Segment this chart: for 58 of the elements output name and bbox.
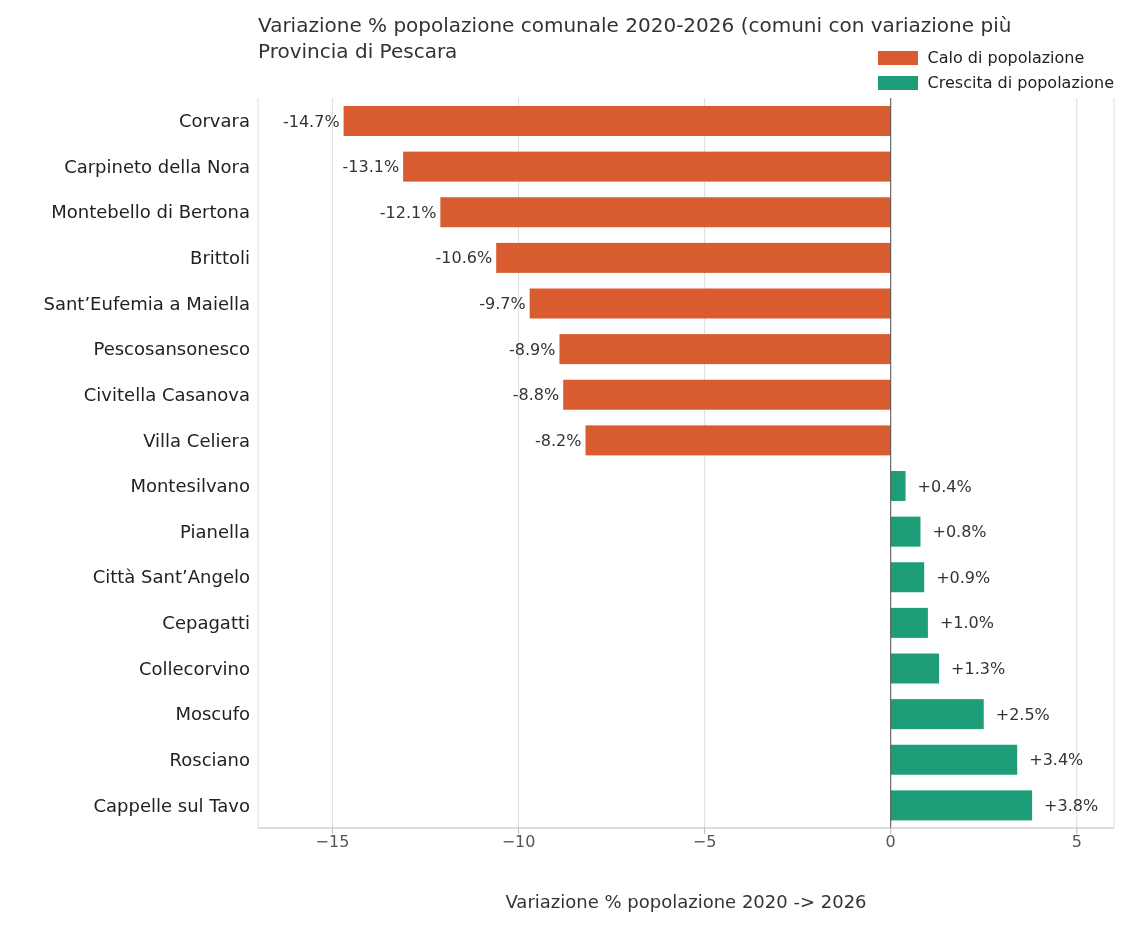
bar <box>563 379 891 410</box>
bar <box>890 562 925 593</box>
y-tick-label: Corvara <box>178 110 250 132</box>
data-label: -13.1% <box>342 157 400 177</box>
bar <box>890 744 1018 775</box>
data-label: +0.8% <box>932 522 987 542</box>
bar <box>440 197 891 228</box>
y-tick-label: Carpineto della Nora <box>64 155 250 177</box>
bar <box>529 288 891 319</box>
x-tick-label: −15 <box>315 832 350 852</box>
x-tick-label: −10 <box>501 832 536 852</box>
y-tick-label: Cepagatti <box>162 612 250 634</box>
bar <box>559 334 891 365</box>
y-tick-label: Brittoli <box>190 247 250 269</box>
data-label: +1.3% <box>951 659 1006 679</box>
y-tick-label: Moscufo <box>175 703 250 725</box>
bar <box>496 242 891 273</box>
chart-title: Variazione % popolazione comunale 2020-2026 (comuni con variazione più <box>258 12 1012 38</box>
y-tick-label: Sant’Eufemia a Maiella <box>43 292 250 314</box>
bar <box>890 790 1033 821</box>
x-axis-title: Variazione % popolazione 2020 -> 2026 <box>505 891 867 912</box>
y-tick-label: Collecorvino <box>138 657 250 679</box>
y-tick-label: Civitella Casanova <box>83 383 250 405</box>
y-tick-label: Montesilvano <box>130 475 250 497</box>
bar <box>585 425 891 456</box>
x-tick-label: 5 <box>1071 832 1082 852</box>
x-tick-label: 0 <box>885 832 896 852</box>
y-tick-label: Cappelle sul Tavo <box>93 794 250 816</box>
data-label: +1.0% <box>939 613 994 633</box>
legend-label: Crescita di popolazione <box>927 73 1114 92</box>
bar <box>890 653 940 684</box>
bar <box>890 516 921 547</box>
bar <box>403 151 891 182</box>
bar <box>890 607 928 638</box>
data-label: -8.8% <box>512 385 560 405</box>
data-label: -9.7% <box>479 294 526 314</box>
data-label: -10.6% <box>435 248 493 268</box>
bar <box>343 106 891 136</box>
data-label: +3.4% <box>1029 750 1084 770</box>
data-label: +3.8% <box>1044 795 1099 815</box>
data-label: -14.7% <box>282 111 340 131</box>
data-label: -8.9% <box>509 339 556 359</box>
data-label: +0.4% <box>917 476 972 496</box>
legend-label: Calo di popolazione <box>927 48 1085 67</box>
y-tick-label: Villa Celiera <box>143 429 250 451</box>
data-label: +2.5% <box>995 704 1050 724</box>
data-label: -12.1% <box>379 202 437 222</box>
y-tick-label: Rosciano <box>169 748 250 770</box>
chart-subtitle: Provincia di Pescara <box>258 39 458 63</box>
y-tick-label: Montebello di Bertona <box>51 201 250 223</box>
bar <box>890 699 984 730</box>
y-tick-label: Pescosansonesco <box>93 338 250 360</box>
bar <box>890 471 906 501</box>
x-tick-label: −5 <box>692 832 717 852</box>
y-tick-label: Città Sant’Angelo <box>92 566 250 588</box>
data-label: +0.9% <box>936 567 991 587</box>
data-label: -8.2% <box>535 430 582 450</box>
y-tick-label: Pianella <box>179 520 250 542</box>
